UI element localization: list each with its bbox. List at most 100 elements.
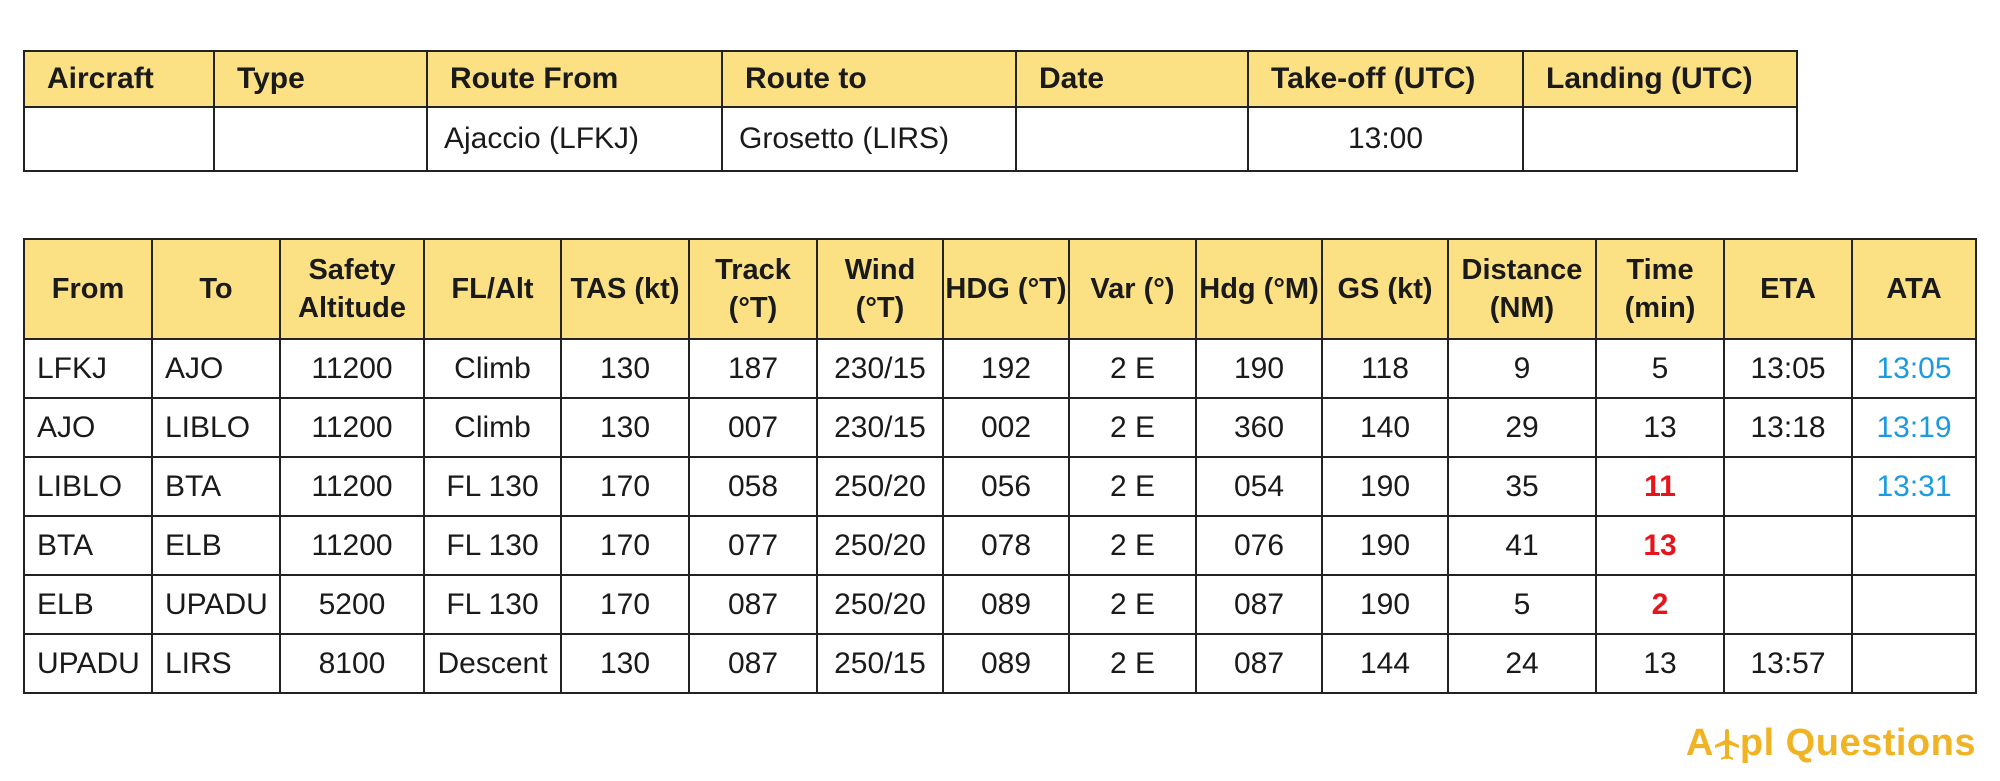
cell-time: 13 bbox=[1595, 397, 1725, 458]
cell-gs: 118 bbox=[1321, 338, 1449, 399]
cell-distance: 9 bbox=[1447, 338, 1597, 399]
cell-eta bbox=[1723, 574, 1853, 635]
atpl-questions-logo: A pl Questions bbox=[1686, 722, 1976, 765]
cell-time: 2 bbox=[1595, 574, 1725, 635]
header-date: Date bbox=[1015, 50, 1249, 108]
nav-header-row: From To Safety Altitude FL/Alt TAS (kt) … bbox=[23, 238, 1977, 340]
cell-takeoff: 13:00 bbox=[1247, 106, 1524, 172]
cell-fl-alt: FL 130 bbox=[423, 456, 562, 517]
cell-time: 13 bbox=[1595, 515, 1725, 576]
cell-fl-alt: Climb bbox=[423, 397, 562, 458]
cell-fl-alt: FL 130 bbox=[423, 515, 562, 576]
cell-fl-alt: Descent bbox=[423, 633, 562, 694]
logo-text: pl Questions bbox=[1739, 722, 1976, 764]
flight-info-table: Aircraft Type Route From Route to Date T… bbox=[23, 50, 1798, 172]
cell-to: BTA bbox=[151, 456, 281, 517]
cell-gs: 190 bbox=[1321, 515, 1449, 576]
cell-fl-alt: FL 130 bbox=[423, 574, 562, 635]
cell-wind: 230/15 bbox=[816, 397, 944, 458]
cell-aircraft bbox=[23, 106, 215, 172]
header-eta: ETA bbox=[1723, 238, 1853, 340]
cell-ata bbox=[1851, 574, 1977, 635]
cell-hdg-true: 192 bbox=[942, 338, 1070, 399]
cell-track: 187 bbox=[688, 338, 818, 399]
cell-wind: 250/20 bbox=[816, 574, 944, 635]
cell-eta: 13:05 bbox=[1723, 338, 1853, 399]
cell-var: 2 E bbox=[1068, 338, 1197, 399]
cell-distance: 5 bbox=[1447, 574, 1597, 635]
table-row: UPADU LIRS 8100 Descent 130 087 250/15 0… bbox=[23, 633, 1977, 694]
cell-hdg-true: 056 bbox=[942, 456, 1070, 517]
cell-gs: 190 bbox=[1321, 574, 1449, 635]
cell-ata: 13:05 bbox=[1851, 338, 1977, 399]
cell-date bbox=[1015, 106, 1249, 172]
cell-eta: 13:57 bbox=[1723, 633, 1853, 694]
cell-safety-altitude: 11200 bbox=[279, 338, 425, 399]
table-row: ELB UPADU 5200 FL 130 170 087 250/20 089… bbox=[23, 574, 1977, 635]
cell-safety-altitude: 11200 bbox=[279, 456, 425, 517]
cell-tas: 170 bbox=[560, 574, 690, 635]
cell-hdg-magnetic: 054 bbox=[1195, 456, 1323, 517]
header-aircraft: Aircraft bbox=[23, 50, 215, 108]
cell-var: 2 E bbox=[1068, 515, 1197, 576]
header-hdg-magnetic: Hdg (°M) bbox=[1195, 238, 1323, 340]
cell-route-from: Ajaccio (LFKJ) bbox=[426, 106, 723, 172]
header-safety-altitude: Safety Altitude bbox=[279, 238, 425, 340]
cell-hdg-true: 089 bbox=[942, 574, 1070, 635]
cell-wind: 230/15 bbox=[816, 338, 944, 399]
header-takeoff: Take-off (UTC) bbox=[1247, 50, 1524, 108]
cell-safety-altitude: 11200 bbox=[279, 515, 425, 576]
cell-var: 2 E bbox=[1068, 574, 1197, 635]
header-distance: Distance (NM) bbox=[1447, 238, 1597, 340]
cell-tas: 170 bbox=[560, 515, 690, 576]
cell-time: 5 bbox=[1595, 338, 1725, 399]
cell-var: 2 E bbox=[1068, 633, 1197, 694]
cell-hdg-magnetic: 087 bbox=[1195, 633, 1323, 694]
cell-from: BTA bbox=[23, 515, 153, 576]
cell-ata bbox=[1851, 633, 1977, 694]
cell-route-to: Grosetto (LIRS) bbox=[721, 106, 1017, 172]
cell-tas: 170 bbox=[560, 456, 690, 517]
cell-hdg-magnetic: 190 bbox=[1195, 338, 1323, 399]
table-row: AJO LIBLO 11200 Climb 130 007 230/15 002… bbox=[23, 397, 1977, 458]
nav-log-table: From To Safety Altitude FL/Alt TAS (kt) … bbox=[23, 238, 1977, 694]
cell-wind: 250/20 bbox=[816, 456, 944, 517]
cell-gs: 140 bbox=[1321, 397, 1449, 458]
cell-to: AJO bbox=[151, 338, 281, 399]
cell-distance: 29 bbox=[1447, 397, 1597, 458]
header-type: Type bbox=[213, 50, 428, 108]
cell-to: LIBLO bbox=[151, 397, 281, 458]
cell-eta bbox=[1723, 456, 1853, 517]
cell-from: LFKJ bbox=[23, 338, 153, 399]
logo-letter-a: A bbox=[1685, 722, 1714, 764]
cell-to: LIRS bbox=[151, 633, 281, 694]
cell-from: UPADU bbox=[23, 633, 153, 694]
airplane-icon bbox=[1714, 725, 1740, 763]
cell-distance: 35 bbox=[1447, 456, 1597, 517]
header-to: To bbox=[151, 238, 281, 340]
header-hdg-true: HDG (°T) bbox=[942, 238, 1070, 340]
header-ata: ATA bbox=[1851, 238, 1977, 340]
cell-var: 2 E bbox=[1068, 456, 1197, 517]
cell-ata: 13:31 bbox=[1851, 456, 1977, 517]
cell-gs: 144 bbox=[1321, 633, 1449, 694]
cell-tas: 130 bbox=[560, 397, 690, 458]
header-route-from: Route From bbox=[426, 50, 723, 108]
cell-track: 058 bbox=[688, 456, 818, 517]
header-fl-alt: FL/Alt bbox=[423, 238, 562, 340]
cell-wind: 250/15 bbox=[816, 633, 944, 694]
cell-ata: 13:19 bbox=[1851, 397, 1977, 458]
cell-distance: 24 bbox=[1447, 633, 1597, 694]
header-landing: Landing (UTC) bbox=[1522, 50, 1798, 108]
cell-hdg-true: 089 bbox=[942, 633, 1070, 694]
cell-safety-altitude: 8100 bbox=[279, 633, 425, 694]
cell-from: AJO bbox=[23, 397, 153, 458]
cell-hdg-true: 002 bbox=[942, 397, 1070, 458]
cell-hdg-magnetic: 076 bbox=[1195, 515, 1323, 576]
cell-track: 077 bbox=[688, 515, 818, 576]
cell-hdg-magnetic: 360 bbox=[1195, 397, 1323, 458]
cell-track: 087 bbox=[688, 633, 818, 694]
cell-track: 007 bbox=[688, 397, 818, 458]
cell-gs: 190 bbox=[1321, 456, 1449, 517]
cell-time: 13 bbox=[1595, 633, 1725, 694]
